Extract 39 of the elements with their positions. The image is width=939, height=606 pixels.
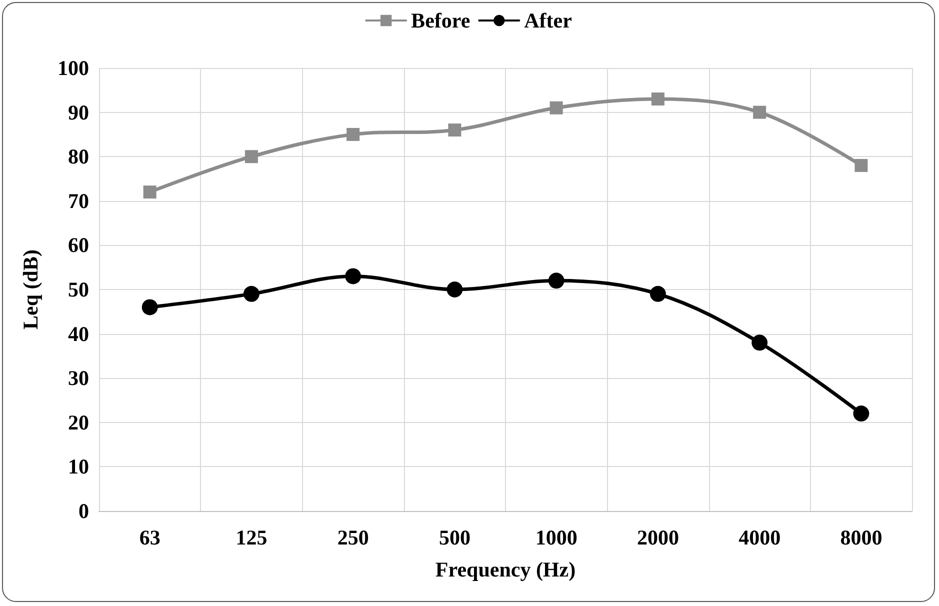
y-tick-label: 100: [58, 56, 89, 80]
point: [753, 106, 766, 119]
y-tick-label: 0: [78, 499, 89, 523]
point: [548, 272, 564, 289]
x-tick-label: 500: [438, 526, 470, 550]
y-tick-label: 30: [68, 366, 89, 390]
point: [345, 268, 362, 284]
x-axis-title: Frequency (Hz): [435, 558, 576, 582]
x-tick-label: 125: [236, 526, 268, 550]
y-tick-label: 20: [68, 410, 89, 434]
y-tick-label: 90: [68, 100, 89, 124]
point: [651, 92, 664, 106]
point: [854, 158, 868, 172]
x-tick-label: 4000: [738, 526, 781, 550]
y-axis-title: Leq (dB): [18, 250, 42, 330]
point: [346, 128, 360, 141]
point: [550, 101, 563, 114]
point: [243, 286, 260, 302]
point: [448, 124, 462, 137]
point: [244, 150, 258, 164]
y-tick-label: 40: [68, 322, 89, 346]
point: [853, 406, 870, 422]
y-tick-label: 10: [68, 454, 89, 479]
point: [446, 282, 463, 298]
y-tick-label: 60: [68, 233, 89, 258]
legend-label: Before: [411, 8, 470, 32]
x-tick-label: 1000: [535, 526, 578, 550]
point: [650, 286, 666, 302]
y-tick-label: 50: [68, 278, 89, 302]
y-tick-label: 70: [68, 188, 89, 213]
y-tick-label: 80: [68, 144, 89, 169]
point: [143, 186, 156, 199]
point: [752, 334, 768, 351]
legend-label: After: [524, 8, 572, 32]
x-tick-label: 250: [337, 526, 369, 550]
x-tick-label: 63: [139, 526, 160, 550]
x-tick-label: 2000: [636, 526, 679, 550]
x-tick-label: 8000: [840, 526, 882, 550]
point: [142, 299, 158, 316]
